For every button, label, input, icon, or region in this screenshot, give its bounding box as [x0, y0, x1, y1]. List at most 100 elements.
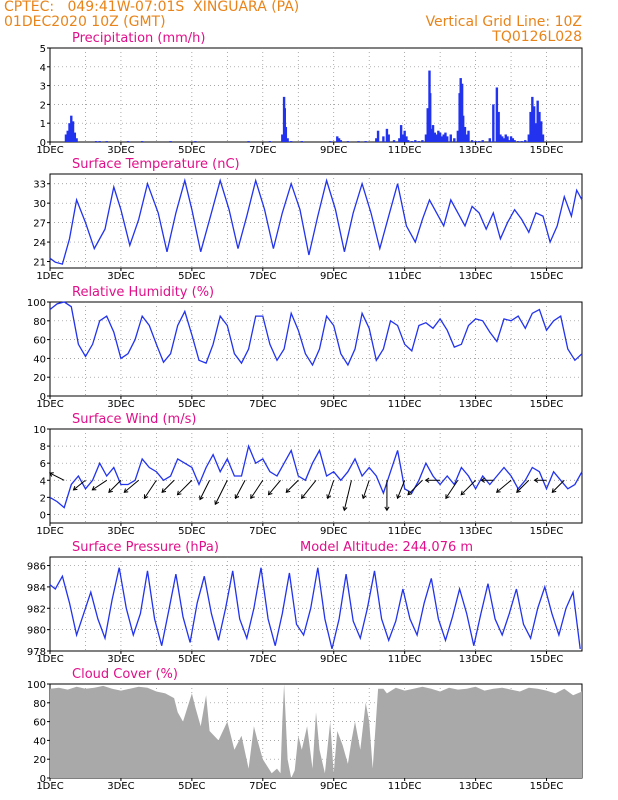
- precip-bar: [268, 141, 272, 142]
- wind-vector: [235, 480, 246, 499]
- wind-vector: [285, 479, 299, 493]
- precip-bar: [524, 140, 527, 142]
- wind-vector-head: [460, 490, 466, 496]
- precip-bar: [346, 141, 350, 142]
- wind-vector-head: [176, 490, 182, 496]
- y-tick-label: 33: [33, 180, 46, 191]
- x-tick-label: 15DEC: [530, 526, 564, 537]
- y-tick-label: 30: [33, 199, 46, 210]
- wind-vector: [301, 479, 317, 499]
- precip-bar: [387, 134, 390, 142]
- y-tick-label: 27: [33, 219, 46, 230]
- y-tick-label: 982: [27, 604, 46, 615]
- wind-vector: [214, 480, 228, 505]
- plot-frame: [49, 556, 583, 652]
- x-tick-label: 13DEC: [459, 654, 493, 665]
- wind-vector-head: [396, 494, 402, 500]
- wind-vector-head: [301, 494, 306, 500]
- precip-bar: [410, 141, 413, 142]
- wind-vector-head: [250, 494, 255, 500]
- panel-title: Surface Wind (m/s): [72, 412, 196, 427]
- precip-bar: [337, 138, 341, 142]
- wind-vector: [177, 479, 193, 496]
- wind-vector: [516, 479, 530, 493]
- precip-bar: [509, 136, 513, 142]
- x-tick-label: 11DEC: [388, 654, 422, 665]
- panel-3: [47, 301, 583, 399]
- panel-title: Cloud Cover (%): [72, 667, 178, 682]
- wind-vector-head: [516, 488, 521, 493]
- y-tick-label: 6: [40, 459, 46, 470]
- x-tick-label: 3DEC: [107, 526, 134, 537]
- y-tick-label: 60: [33, 336, 46, 347]
- y-tick-label: 20: [33, 373, 46, 384]
- precip-bar: [470, 140, 474, 142]
- precip-bar: [385, 128, 389, 142]
- wind-vector: [327, 480, 335, 499]
- precip-bar: [511, 138, 515, 142]
- precip-bar: [520, 141, 523, 142]
- wind-vector: [123, 479, 139, 493]
- precip-bar: [357, 141, 360, 142]
- x-tick-label: 5DEC: [178, 654, 205, 665]
- y-tick-label: 8: [40, 442, 46, 453]
- precip-bar: [169, 141, 172, 142]
- series-line: [49, 301, 583, 367]
- precip-bar: [465, 134, 468, 142]
- x-tick-label: 7DEC: [249, 271, 276, 282]
- y-tick-label: 1: [40, 119, 46, 130]
- precip-bar: [442, 134, 445, 142]
- wind-vector-head: [199, 495, 204, 501]
- precip-bar: [281, 134, 284, 142]
- wind-vector: [445, 479, 459, 499]
- precip-bar: [527, 134, 530, 142]
- precip-bar: [541, 134, 545, 142]
- precip-bar: [499, 134, 502, 142]
- plot-frame: [49, 173, 583, 269]
- wind-vector: [143, 479, 157, 499]
- x-tick-label: 3DEC: [107, 271, 134, 282]
- x-tick-label: 13DEC: [459, 145, 493, 156]
- precip-bar: [456, 130, 460, 142]
- x-tick-label: 3DEC: [107, 399, 134, 410]
- wind-vector: [161, 479, 175, 493]
- x-tick-label: 7DEC: [249, 526, 276, 537]
- precip-bar: [283, 108, 286, 142]
- y-tick-label: 21: [33, 258, 46, 269]
- panel-title: Precipitation (mm/h): [72, 31, 205, 46]
- wind-vector-head: [361, 494, 367, 500]
- x-tick-label: 15DEC: [530, 654, 564, 665]
- precip-bar: [502, 138, 506, 142]
- x-tick-label: 1DEC: [36, 399, 63, 410]
- y-tick-label: 4: [40, 476, 46, 487]
- precip-bar: [407, 140, 410, 142]
- y-tick-label: 978: [27, 647, 46, 658]
- precip-bar: [437, 130, 440, 142]
- x-tick-label: 13DEC: [459, 271, 493, 282]
- precip-bar: [481, 140, 484, 142]
- wind-vector-head: [285, 488, 291, 493]
- wind-vector: [551, 479, 565, 493]
- precip-bar: [516, 141, 520, 142]
- x-tick-label: 9DEC: [320, 399, 347, 410]
- wind-vector-head: [326, 494, 332, 500]
- precip-bar: [446, 136, 449, 142]
- precip-bar: [105, 141, 108, 142]
- precip-bar: [504, 134, 507, 142]
- precip-bar: [98, 141, 101, 142]
- panel-title: Surface Pressure (hPa): [72, 540, 219, 555]
- x-tick-label: 9DEC: [320, 526, 347, 537]
- precip-bar: [431, 125, 435, 142]
- panel-4: [47, 428, 583, 526]
- station-header: CPTEC: 049:41W-07:01S XINGUARA (PA): [4, 0, 300, 15]
- precip-bar: [424, 134, 428, 142]
- precip-bar: [488, 138, 491, 142]
- precip-bar: [405, 136, 408, 142]
- precip-bar: [417, 141, 421, 142]
- wind-vector-head: [214, 500, 220, 506]
- precip-bar: [495, 87, 499, 142]
- precip-bar: [71, 121, 75, 142]
- x-tick-label: 15DEC: [530, 781, 564, 792]
- panel-title: Surface Temperature (nC): [72, 157, 240, 172]
